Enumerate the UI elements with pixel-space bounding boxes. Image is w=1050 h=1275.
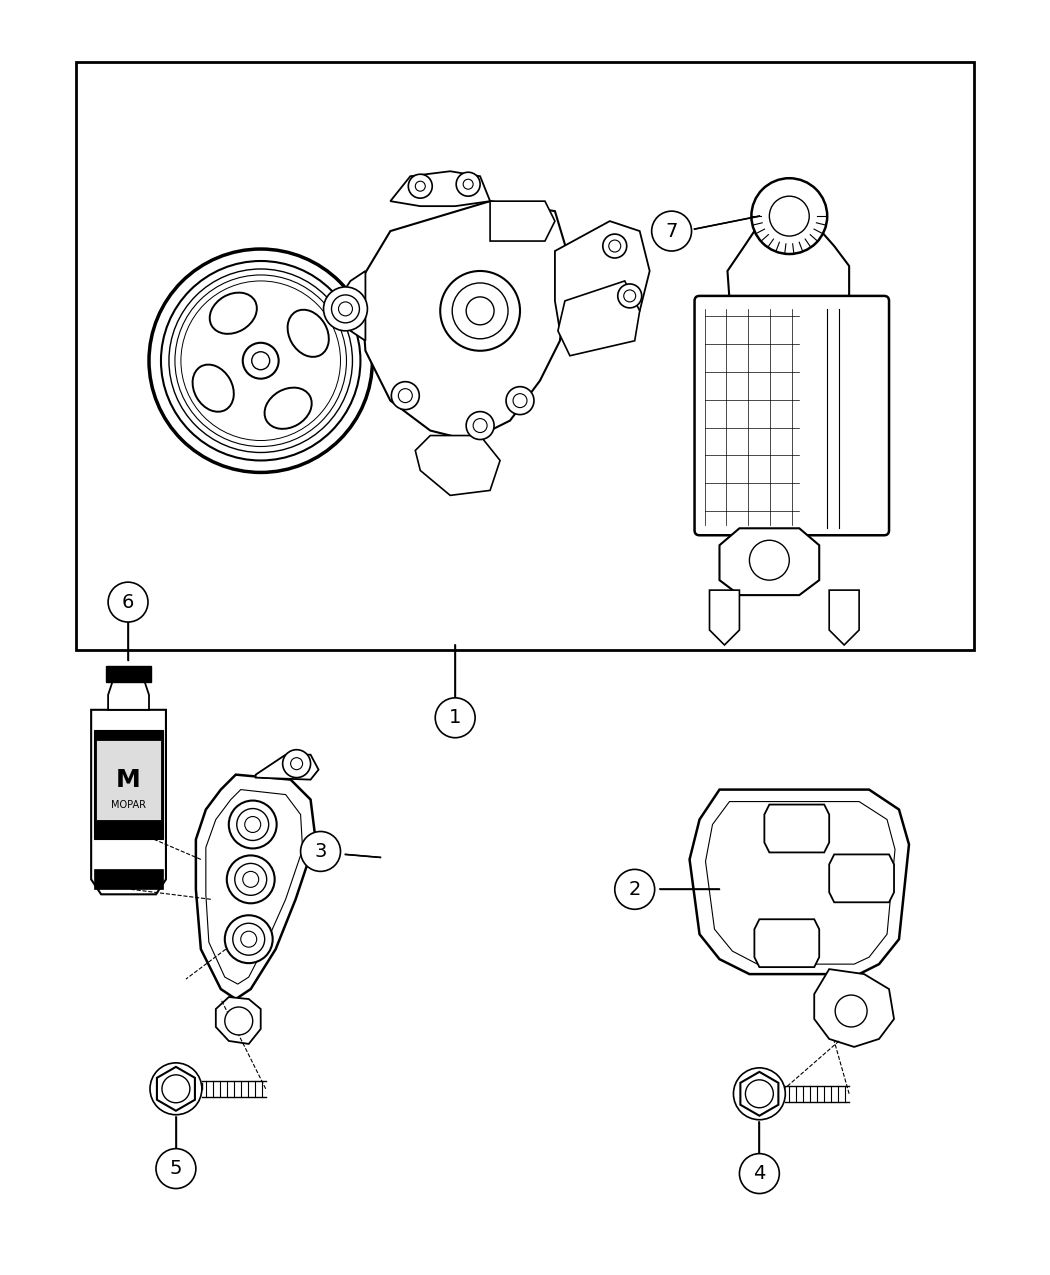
Polygon shape xyxy=(554,221,650,330)
Circle shape xyxy=(513,394,527,408)
Circle shape xyxy=(161,261,360,460)
Text: MOPAR: MOPAR xyxy=(110,799,146,810)
Polygon shape xyxy=(490,201,554,241)
Circle shape xyxy=(323,287,367,330)
Polygon shape xyxy=(690,789,909,974)
Circle shape xyxy=(338,302,353,316)
Circle shape xyxy=(236,808,269,840)
Polygon shape xyxy=(94,729,163,839)
Circle shape xyxy=(225,1007,253,1035)
Ellipse shape xyxy=(210,293,257,334)
Circle shape xyxy=(150,1063,202,1114)
Circle shape xyxy=(474,418,487,432)
Circle shape xyxy=(291,757,302,770)
Polygon shape xyxy=(830,854,894,903)
Circle shape xyxy=(240,931,256,947)
Circle shape xyxy=(229,801,276,848)
Circle shape xyxy=(169,269,353,453)
Circle shape xyxy=(456,172,480,196)
Circle shape xyxy=(225,915,273,963)
Text: 6: 6 xyxy=(122,593,134,612)
Circle shape xyxy=(245,816,260,833)
Circle shape xyxy=(282,750,311,778)
Circle shape xyxy=(175,275,346,446)
Polygon shape xyxy=(391,171,490,207)
Circle shape xyxy=(734,1068,785,1119)
Text: 2: 2 xyxy=(629,880,640,899)
Circle shape xyxy=(652,212,692,251)
Circle shape xyxy=(162,1075,190,1103)
FancyBboxPatch shape xyxy=(694,296,889,536)
Circle shape xyxy=(750,541,790,580)
Polygon shape xyxy=(206,789,302,984)
Polygon shape xyxy=(558,280,639,356)
Polygon shape xyxy=(94,870,163,890)
Polygon shape xyxy=(256,755,318,779)
Circle shape xyxy=(746,1080,774,1108)
Polygon shape xyxy=(814,969,894,1047)
Polygon shape xyxy=(740,1072,778,1116)
Polygon shape xyxy=(719,528,819,595)
Polygon shape xyxy=(416,436,500,496)
Circle shape xyxy=(243,871,258,887)
Bar xyxy=(77,61,973,650)
Circle shape xyxy=(300,831,340,871)
Polygon shape xyxy=(196,775,316,1000)
Circle shape xyxy=(181,280,340,441)
Polygon shape xyxy=(360,201,570,441)
Polygon shape xyxy=(706,802,895,964)
Circle shape xyxy=(624,289,635,302)
Text: M: M xyxy=(116,768,141,792)
Circle shape xyxy=(770,196,810,236)
Circle shape xyxy=(398,389,413,403)
Circle shape xyxy=(436,697,476,738)
Polygon shape xyxy=(754,919,819,968)
Circle shape xyxy=(466,412,495,440)
Circle shape xyxy=(440,272,520,351)
Text: 7: 7 xyxy=(666,222,678,241)
Circle shape xyxy=(227,856,275,903)
Circle shape xyxy=(739,1154,779,1193)
Circle shape xyxy=(235,863,267,895)
Polygon shape xyxy=(340,272,365,340)
Polygon shape xyxy=(108,680,149,710)
Circle shape xyxy=(408,175,433,198)
Circle shape xyxy=(609,240,621,252)
Polygon shape xyxy=(728,226,849,311)
Circle shape xyxy=(416,181,425,191)
Circle shape xyxy=(466,297,495,325)
Ellipse shape xyxy=(192,365,234,412)
Text: 4: 4 xyxy=(753,1164,765,1183)
Polygon shape xyxy=(156,1067,195,1111)
Polygon shape xyxy=(97,740,161,820)
Circle shape xyxy=(617,284,642,307)
Text: 1: 1 xyxy=(449,709,461,727)
Polygon shape xyxy=(91,710,166,894)
Circle shape xyxy=(614,870,654,909)
Circle shape xyxy=(752,179,827,254)
Circle shape xyxy=(252,352,270,370)
Ellipse shape xyxy=(265,388,312,428)
Circle shape xyxy=(108,583,148,622)
Text: 5: 5 xyxy=(170,1159,183,1178)
Circle shape xyxy=(233,923,265,955)
Circle shape xyxy=(506,386,534,414)
Polygon shape xyxy=(764,805,830,853)
Text: 3: 3 xyxy=(314,842,327,861)
Circle shape xyxy=(332,295,359,323)
Polygon shape xyxy=(106,666,151,682)
Ellipse shape xyxy=(288,310,329,357)
Circle shape xyxy=(156,1149,196,1188)
Polygon shape xyxy=(830,590,859,645)
Circle shape xyxy=(453,283,508,339)
Polygon shape xyxy=(710,590,739,645)
Polygon shape xyxy=(216,997,260,1044)
Circle shape xyxy=(243,343,278,379)
Circle shape xyxy=(835,994,867,1026)
Circle shape xyxy=(463,180,474,189)
Circle shape xyxy=(603,235,627,258)
Circle shape xyxy=(392,381,419,409)
Circle shape xyxy=(149,249,373,473)
